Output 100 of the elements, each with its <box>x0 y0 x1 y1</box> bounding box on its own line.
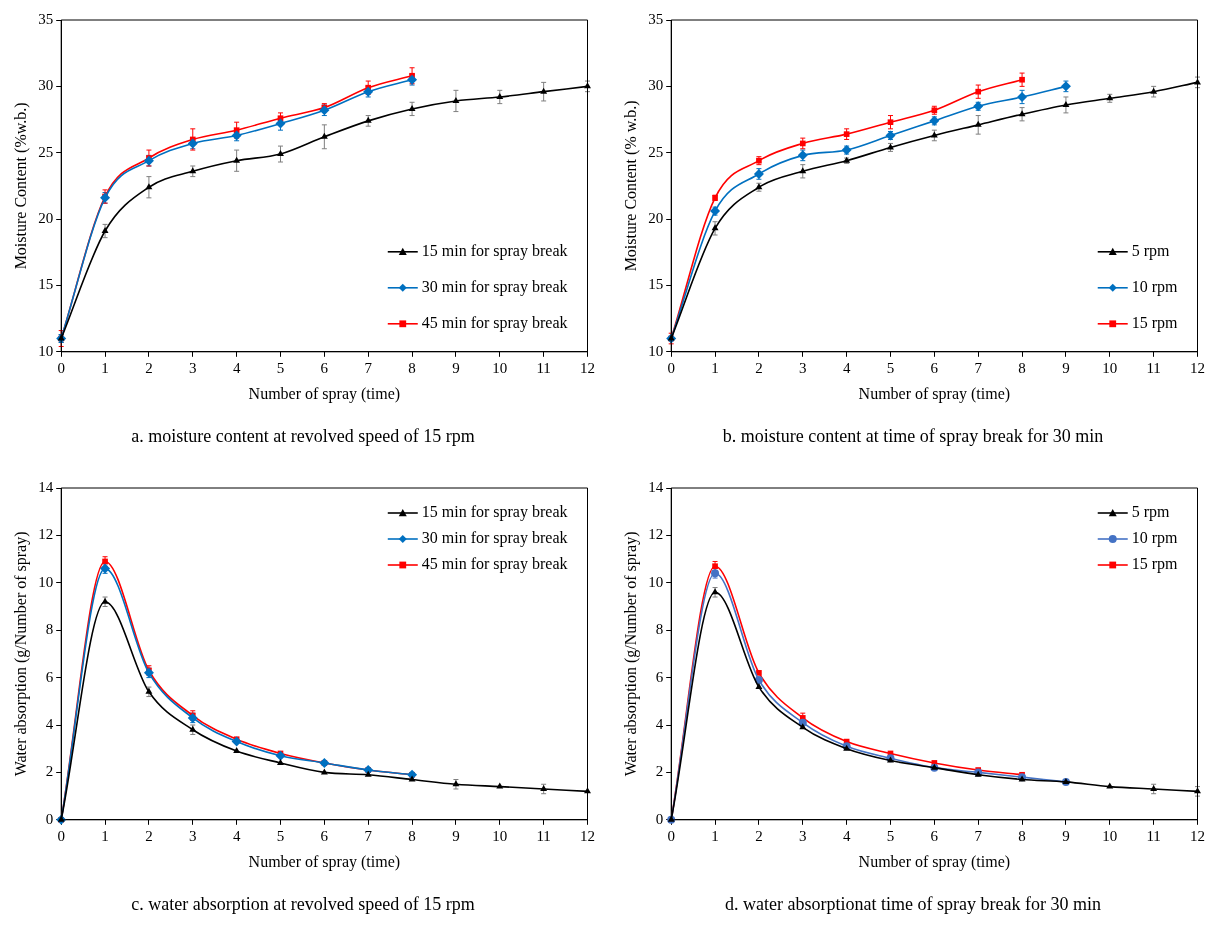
x-tick-label: 2 <box>145 359 153 376</box>
legend-label: 15 min for spray break <box>421 242 568 260</box>
x-axis-title: Number of spray (time) <box>858 384 1011 403</box>
y-tick-label: 6 <box>655 668 664 685</box>
y-axis-title: Moisture Content (% w.b.) <box>621 100 640 272</box>
x-tick-label: 11 <box>1146 827 1161 844</box>
x-tick-label: 9 <box>452 827 460 844</box>
y-tick-label: 0 <box>655 810 664 827</box>
x-tick-label: 3 <box>189 359 197 376</box>
x-tick-label: 10 <box>492 359 508 376</box>
x-tick-label: 3 <box>799 359 807 376</box>
y-tick-label: 4 <box>655 715 664 732</box>
text: b. moisture content at time of spray break for 30 min <box>721 426 1105 448</box>
x-tick-label: 9 <box>1062 827 1070 844</box>
x-tick-label: 6 <box>320 359 329 376</box>
x-tick-label: 1 <box>711 359 719 376</box>
legend-label: 15 rpm <box>1131 555 1179 574</box>
x-axis-title: Number of spray (time) <box>248 384 401 403</box>
y-tick-label: 14 <box>38 478 54 495</box>
x-tick-label: 11 <box>1146 359 1161 376</box>
x-tick-label: 1 <box>101 359 109 376</box>
x-tick-label: 3 <box>189 827 197 844</box>
x-tick-label: 6 <box>320 827 329 844</box>
y-tick-label: 12 <box>38 526 54 543</box>
x-tick-label: 10 <box>1102 827 1118 844</box>
x-tick-label: 2 <box>145 827 153 844</box>
x-tick-label: 5 <box>886 827 895 844</box>
y-tick-label: 4 <box>45 715 54 732</box>
y-axis-title: Water absorption (g/Number of spray) <box>621 531 640 777</box>
y-tick-label: 2 <box>655 763 664 780</box>
x-tick-label: 4 <box>842 827 851 844</box>
y-tick-label: 30 <box>648 77 664 94</box>
y-tick-label: 15 <box>648 276 664 293</box>
x-tick-label: 4 <box>232 827 241 844</box>
y-tick-label: 35 <box>648 10 664 27</box>
x-tick-label: 5 <box>276 359 285 376</box>
x-tick-label: 8 <box>408 827 416 844</box>
text: d. water absorptionat time of spray break for 30 min <box>724 894 1102 916</box>
y-tick-label: 10 <box>38 573 54 590</box>
legend-label: 10 rpm <box>1131 278 1179 296</box>
text: a. moisture content at revolved speed of 15 rpm <box>130 426 476 448</box>
y-axis-title: Water absorption (g/Number of spray) <box>11 531 30 777</box>
x-tick-label: 1 <box>711 827 719 844</box>
legend-label: 5 rpm <box>1131 503 1171 522</box>
x-tick-label: 0 <box>667 827 675 844</box>
y-tick-label: 30 <box>38 77 54 94</box>
x-tick-label: 0 <box>57 827 65 844</box>
x-tick-label: 3 <box>799 827 807 844</box>
legend-label: 45 min for spray break <box>421 555 568 574</box>
x-tick-label: 4 <box>842 359 851 376</box>
y-tick-label: 8 <box>45 621 54 638</box>
legend-label: 15 rpm <box>1131 314 1179 332</box>
y-axis-title: Moisture Content (%w.b.) <box>11 102 30 270</box>
x-tick-label: 9 <box>1062 359 1070 376</box>
legend-label: 30 min for spray break <box>421 529 568 548</box>
x-tick-label: 10 <box>492 827 508 844</box>
x-tick-label: 7 <box>364 827 373 844</box>
x-tick-label: 12 <box>1190 359 1205 376</box>
x-tick-label: 6 <box>930 359 939 376</box>
y-tick-label: 25 <box>38 143 54 160</box>
y-tick-label: 0 <box>45 810 54 827</box>
x-axis-title: Number of spray (time) <box>858 852 1011 871</box>
y-tick-label: 10 <box>38 342 54 359</box>
y-tick-label: 6 <box>45 668 54 685</box>
legend-label: 30 min for spray break <box>421 278 568 296</box>
x-tick-label: 0 <box>57 359 65 376</box>
x-tick-label: 5 <box>276 827 285 844</box>
y-tick-label: 12 <box>648 526 664 543</box>
y-tick-label: 20 <box>648 210 664 227</box>
x-tick-label: 7 <box>364 359 373 376</box>
y-tick-label: 25 <box>648 143 664 160</box>
x-tick-label: 8 <box>1018 827 1026 844</box>
x-tick-label: 12 <box>1190 827 1205 844</box>
text: c. water absorption at revolved speed of 15 rpm <box>130 894 476 916</box>
x-tick-label: 0 <box>667 359 675 376</box>
x-tick-label: 8 <box>408 359 416 376</box>
x-axis-title: Number of spray (time) <box>248 852 401 871</box>
legend-label: 5 rpm <box>1131 242 1171 260</box>
x-tick-label: 12 <box>580 359 595 376</box>
y-tick-label: 14 <box>648 478 664 495</box>
y-tick-label: 10 <box>648 342 664 359</box>
y-tick-label: 8 <box>655 621 664 638</box>
x-tick-label: 11 <box>536 359 551 376</box>
x-tick-label: 7 <box>974 359 983 376</box>
x-tick-label: 5 <box>886 359 895 376</box>
legend-label: 15 min for spray break <box>421 503 568 522</box>
x-tick-label: 12 <box>580 827 595 844</box>
y-tick-label: 10 <box>648 573 664 590</box>
x-tick-label: 11 <box>536 827 551 844</box>
y-tick-label: 20 <box>38 210 54 227</box>
legend-label: 45 min for spray break <box>421 314 568 332</box>
x-tick-label: 8 <box>1018 359 1026 376</box>
legend-label: 10 rpm <box>1131 529 1179 548</box>
y-tick-label: 2 <box>45 763 54 780</box>
x-tick-label: 2 <box>755 359 763 376</box>
y-tick-label: 35 <box>38 10 54 27</box>
x-tick-label: 9 <box>452 359 460 376</box>
x-tick-label: 2 <box>755 827 763 844</box>
x-tick-label: 4 <box>232 359 241 376</box>
x-tick-label: 10 <box>1102 359 1118 376</box>
